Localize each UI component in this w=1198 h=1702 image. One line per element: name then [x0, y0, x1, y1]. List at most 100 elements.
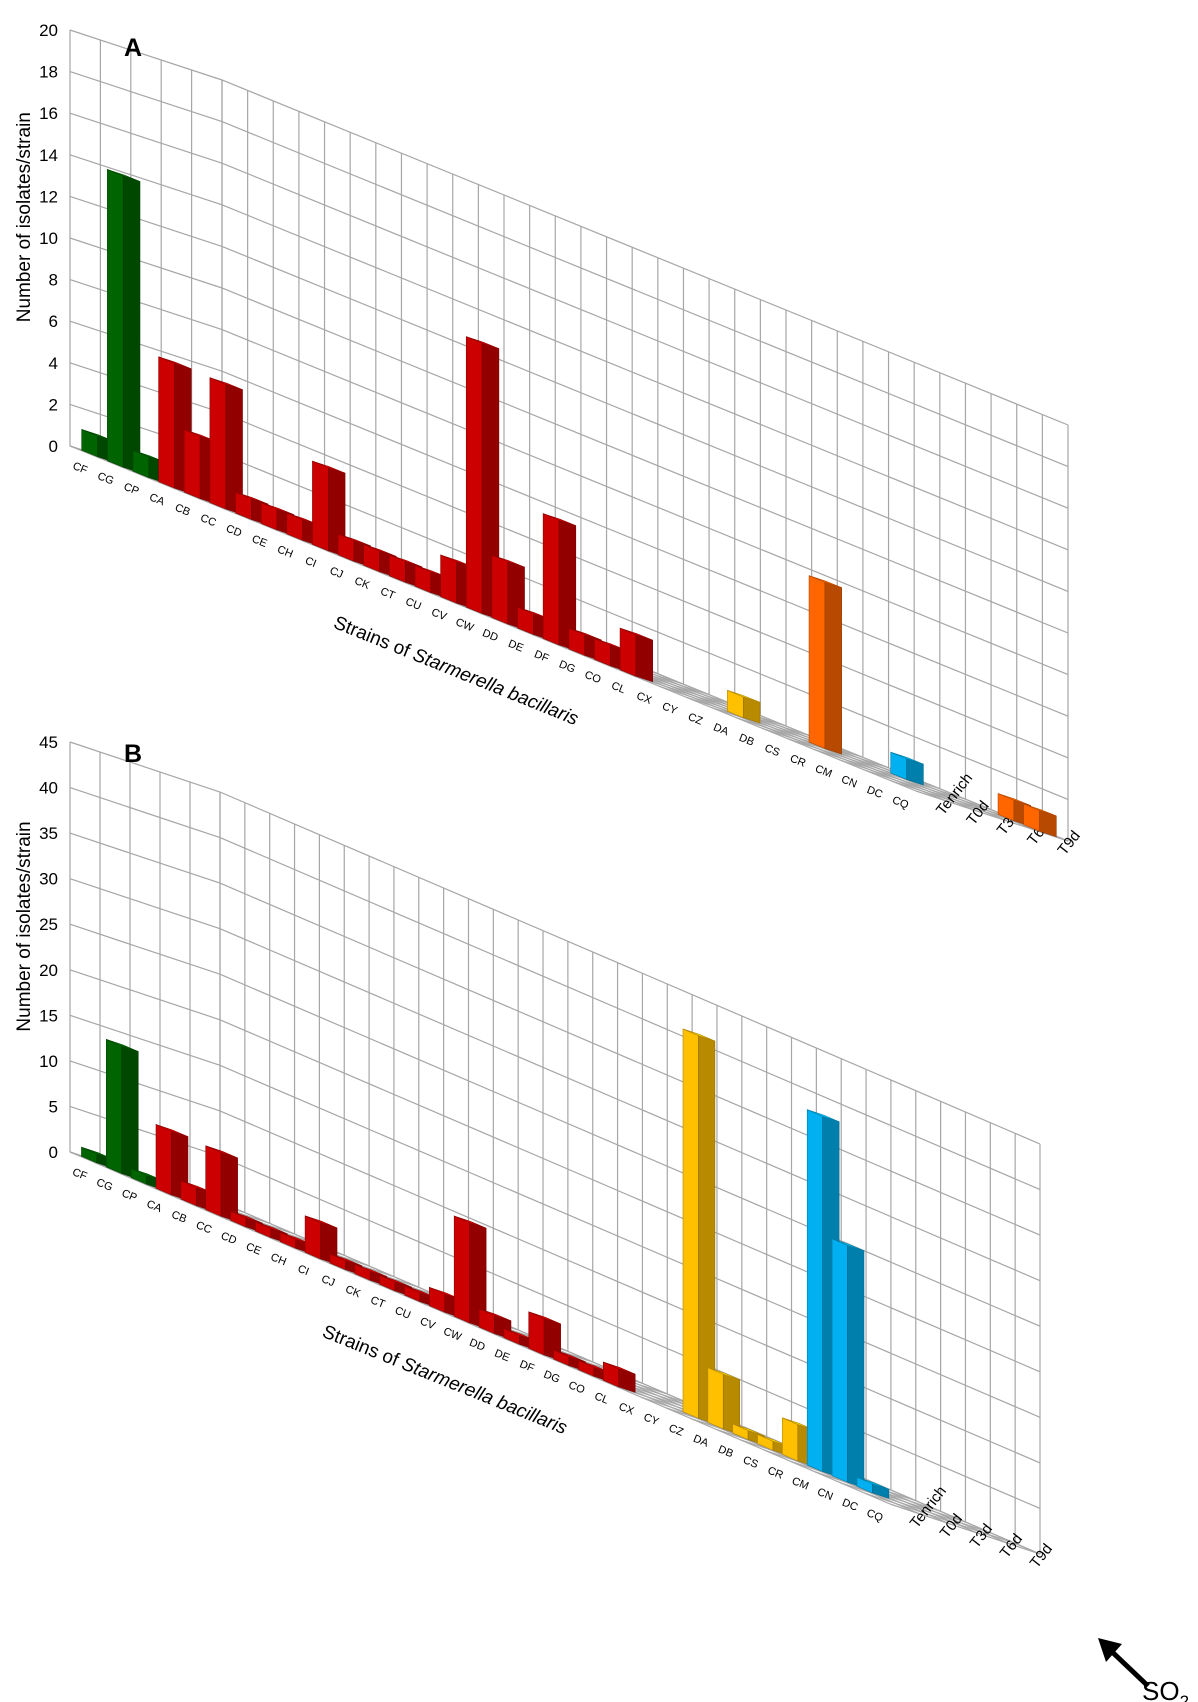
x-tick-label: CD [224, 523, 243, 540]
depth-label: T9d [1027, 1541, 1056, 1572]
x-tick-label: DF [518, 1358, 536, 1375]
panel-b: 0 5 10 15 20 25 30 35 40 45 CF CG CP CA CB CC CD CE CH CI CJ… [14, 733, 1189, 1702]
bar [209, 377, 243, 515]
x-tick-label: DG [542, 1369, 562, 1386]
y-tick-label: 40 [39, 779, 58, 798]
x-tick-label: CW [454, 616, 476, 634]
y-tick-label: 12 [39, 187, 58, 206]
y-tick-label: 15 [39, 1006, 58, 1025]
x-tick-label: CU [404, 596, 423, 613]
x-axis-title-prefix: Strains of [330, 612, 417, 664]
bars [81, 169, 1057, 838]
x-tick-label: CB [170, 1209, 189, 1226]
y-tick-label: 20 [39, 961, 58, 980]
bar [602, 1361, 636, 1393]
x-tick-label: CL [593, 1390, 611, 1406]
x-tick-label: CS [741, 1454, 760, 1471]
bar [107, 169, 141, 474]
x-tick-label: CC [194, 1219, 213, 1236]
x-tick-label: CB [173, 502, 192, 519]
x-tick-label: CM [790, 1475, 810, 1493]
bar [727, 689, 761, 724]
bar [180, 1180, 214, 1212]
x-tick-label: CP [120, 1187, 139, 1204]
gridline-horizontal [69, 1060, 1041, 1464]
bar [856, 1476, 890, 1499]
floor-line [890, 779, 1043, 832]
x-tick-label: CA [145, 1198, 164, 1215]
x-tick-label: CG [96, 470, 116, 487]
x-tick-label: DF [532, 648, 550, 665]
floor-line [864, 1492, 1016, 1544]
bar [808, 575, 842, 755]
x-tick-label: CC [199, 512, 218, 529]
floor-line [915, 790, 1069, 842]
so2-label: SO2 [1142, 1676, 1189, 1702]
x-tick-label: CA [148, 491, 167, 508]
x-tick-label: CK [344, 1283, 363, 1300]
bar [312, 460, 346, 557]
y-tick-label: 45 [39, 733, 58, 752]
x-tick-label: DD [468, 1337, 487, 1354]
bar [130, 1168, 164, 1191]
floor-line [69, 445, 917, 792]
floor-line [633, 675, 787, 727]
x-tick-label: CH [269, 1251, 288, 1268]
x-tick-label: CW [442, 1326, 464, 1344]
x-tick-label: CI [303, 555, 318, 570]
panel-label: A [124, 34, 142, 62]
bar [682, 1028, 716, 1425]
y-tick-label: 25 [39, 915, 58, 934]
floor-line [889, 1503, 1041, 1555]
x-tick-label: CO [583, 669, 603, 686]
x-tick-label: CD [219, 1230, 238, 1247]
bar [542, 513, 577, 651]
bar [732, 1423, 765, 1446]
bars [81, 1028, 890, 1499]
y-axis-title: Number of isolates/strain [14, 112, 35, 322]
panel-label: B [124, 740, 142, 768]
x-tick-label: CZ [667, 1422, 685, 1439]
y-tick-label: 4 [49, 354, 58, 373]
x-tick-label: DB [716, 1443, 735, 1460]
depth-label: T6d [997, 1531, 1026, 1562]
bar [106, 1038, 139, 1180]
y-tick-label: 6 [49, 312, 58, 331]
y-tick-label: 0 [49, 1143, 58, 1162]
x-tick-label: CX [617, 1401, 636, 1418]
bar [379, 1274, 412, 1297]
so2-annotation: SO2 [1098, 1638, 1189, 1702]
floor-line [840, 1482, 991, 1534]
gridline-horizontal [69, 320, 1069, 717]
bar [465, 336, 500, 620]
floor-line [813, 748, 966, 800]
x-tick-label: CY [642, 1411, 661, 1428]
x-tick-label: DE [506, 638, 525, 655]
so2-arrowhead [1098, 1638, 1122, 1662]
x-tick-label: CR [788, 753, 807, 770]
bar [707, 1367, 741, 1435]
x-tick-label: CR [766, 1465, 785, 1482]
x-tick-label: CN [815, 1486, 834, 1503]
y-axis-title: Number of isolates/strain [14, 821, 35, 1031]
x-tick-label: CV [418, 1315, 437, 1332]
x-tick-label: CU [393, 1305, 412, 1322]
bar [304, 1215, 338, 1265]
bar [890, 751, 924, 786]
x-tick-label: CF [71, 460, 89, 477]
x-tick-label: CS [763, 742, 782, 759]
depth-label: T3d [967, 1521, 996, 1552]
x-tick-label: CL [610, 680, 628, 696]
panel-a: 02468101214161820CFCGCPCACBCCCDCECHCICJC… [14, 21, 1084, 858]
bar [619, 627, 653, 683]
x-tick-label: CT [379, 586, 397, 603]
x-axis-title-species: Starmerella bacillaris [410, 645, 582, 731]
x-tick-label: DE [493, 1347, 512, 1364]
y-tick-label: 16 [39, 104, 58, 123]
x-tick-label: CT [369, 1294, 387, 1311]
x-tick-label: CM [813, 763, 833, 781]
x-tick-label: DC [840, 1497, 859, 1514]
x-tick-label: CE [250, 533, 269, 550]
